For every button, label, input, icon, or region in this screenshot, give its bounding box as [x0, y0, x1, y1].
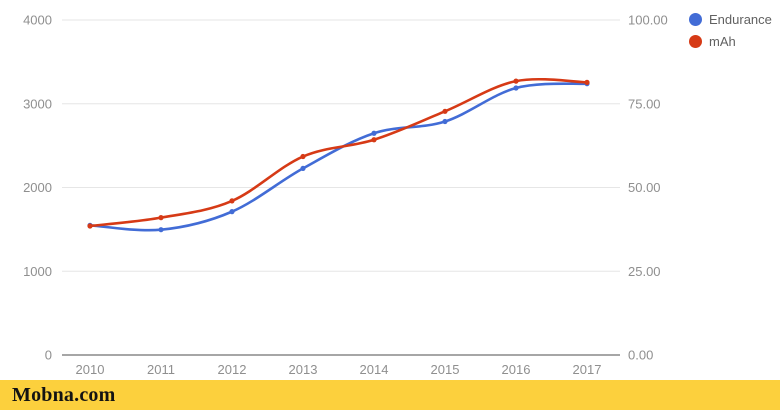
watermark-bar: Mobna.com — [0, 380, 780, 410]
x-axis-tick-label: 2012 — [218, 362, 247, 377]
left-axis-tick-label: 1000 — [23, 264, 52, 279]
mah-data-point[interactable] — [371, 137, 377, 143]
mah-data-point[interactable] — [229, 198, 235, 204]
endurance-data-point[interactable] — [229, 209, 235, 215]
mah-series-dot-icon — [689, 35, 702, 48]
endurance-data-point[interactable] — [513, 85, 519, 91]
mah-data-point[interactable] — [584, 79, 590, 85]
endurance-series-line[interactable] — [88, 82, 589, 232]
right-axis-tick-label: 25.00 — [628, 264, 661, 279]
mah-data-point[interactable] — [158, 215, 164, 221]
endurance-data-point[interactable] — [442, 118, 448, 125]
right-axis-tick-label: 50.00 — [628, 180, 661, 195]
endurance-data-point[interactable] — [371, 130, 377, 136]
endurance-data-point[interactable] — [300, 165, 306, 172]
mah-series-line[interactable] — [88, 77, 589, 228]
mah-data-point[interactable] — [300, 153, 306, 160]
endurance-series-dot-icon — [689, 13, 702, 26]
left-axis-tick-label: 0 — [45, 348, 52, 363]
watermark-text: Mobna.com — [12, 383, 116, 406]
battery-trend-chart: 0 1000 2000 3000 4000 0.00 25.00 50.00 75.00 100.… — [23, 12, 772, 378]
x-axis-tick-label: 2013 — [289, 362, 318, 377]
legend-item-endurance[interactable]: Endurance — [689, 12, 772, 27]
right-axis-tick-label: 75.00 — [628, 96, 661, 111]
mah-data-point[interactable] — [513, 78, 519, 84]
left-axis-tick-label: 4000 — [23, 13, 52, 28]
chart-plot-area: 0 1000 2000 3000 4000 0.00 25.00 50.00 75.00 100.… — [23, 13, 668, 378]
chart-legend: Endurance mAh — [689, 12, 772, 49]
x-axis-tick-label: 2011 — [147, 362, 175, 377]
endurance-data-point[interactable] — [158, 227, 164, 233]
left-axis-tick-label: 2000 — [23, 180, 52, 195]
x-axis-tick-label: 2016 — [502, 362, 531, 377]
right-axis-tick-label: 0.00 — [628, 348, 653, 363]
legend-label-mah: mAh — [709, 34, 736, 49]
x-axis-tick-label: 2017 — [573, 362, 602, 377]
legend-label-endurance: Endurance — [709, 12, 772, 27]
x-axis-tick-label: 2015 — [431, 362, 460, 377]
left-axis-tick-label: 3000 — [23, 96, 52, 111]
right-axis-tick-label: 100.00 — [628, 13, 668, 28]
legend-item-mah[interactable]: mAh — [689, 34, 772, 49]
mah-data-point[interactable] — [87, 223, 93, 229]
mah-data-point[interactable] — [442, 108, 448, 114]
x-axis-tick-label: 2010 — [76, 362, 105, 377]
x-axis-tick-label: 2014 — [360, 362, 389, 377]
